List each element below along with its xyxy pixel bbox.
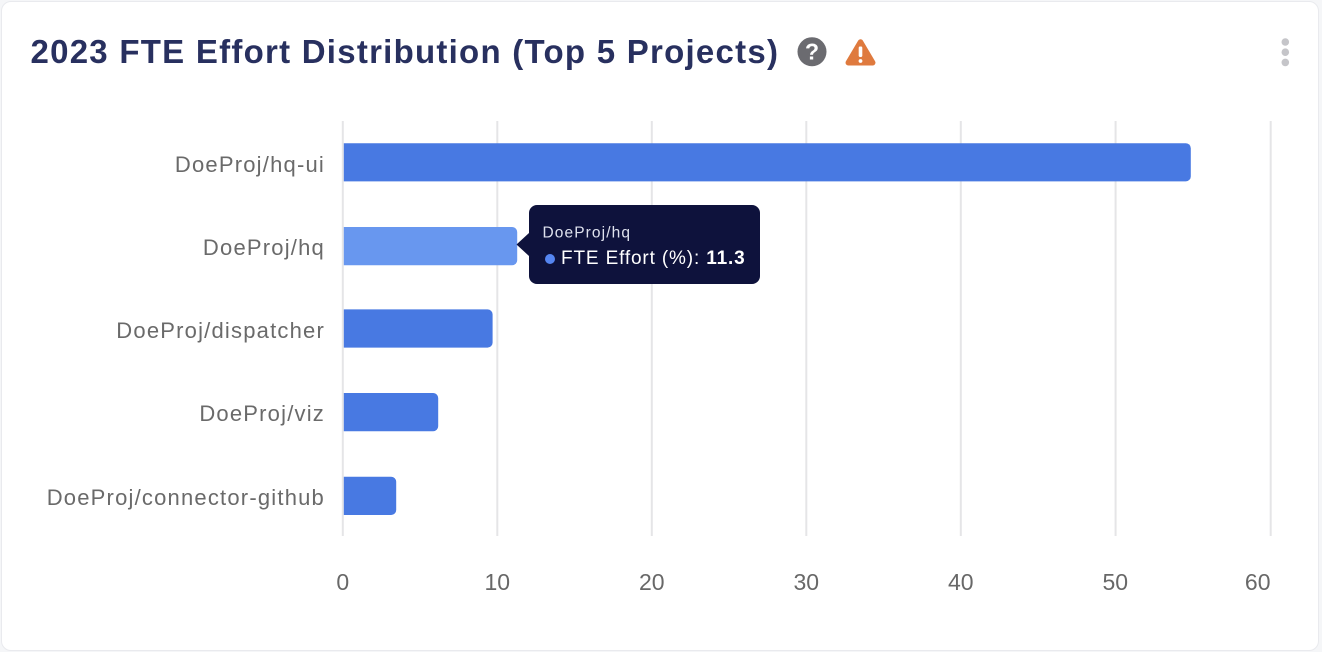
- svg-text:?: ?: [805, 39, 819, 65]
- svg-text:DoeProj/hq: DoeProj/hq: [543, 225, 632, 242]
- svg-text:FTE Effort (%): 11.3: FTE Effort (%): 11.3: [561, 248, 746, 269]
